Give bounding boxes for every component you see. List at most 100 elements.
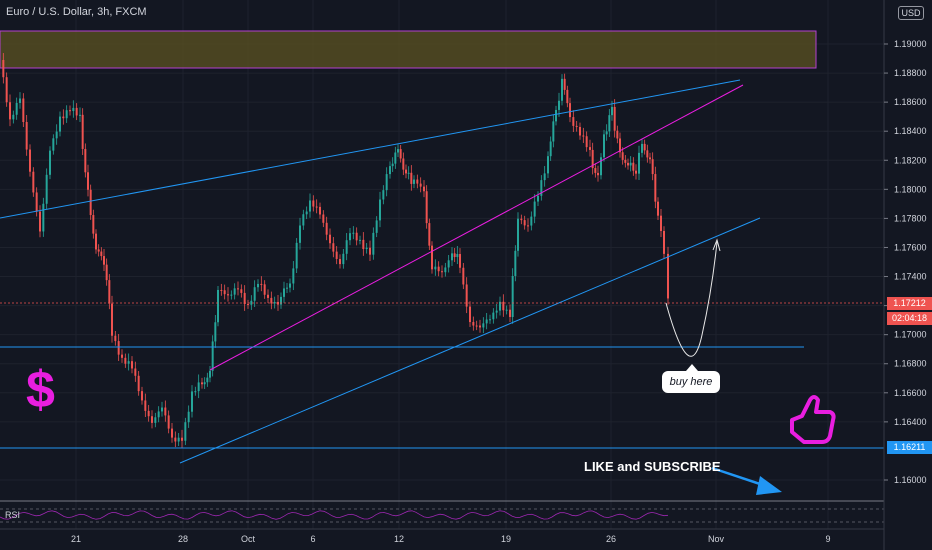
candle-body bbox=[359, 239, 361, 241]
candle-body bbox=[137, 375, 140, 392]
candle-body bbox=[423, 186, 425, 192]
candle-body bbox=[108, 280, 111, 304]
candle-body bbox=[437, 266, 440, 272]
candle-body bbox=[131, 361, 133, 369]
candle-body bbox=[552, 121, 555, 142]
candle-body bbox=[651, 159, 654, 175]
candle-body bbox=[456, 254, 459, 258]
time-tick-label: 28 bbox=[178, 534, 188, 544]
candle-body bbox=[453, 253, 456, 258]
candle-body bbox=[555, 109, 557, 122]
candle-body bbox=[399, 149, 402, 159]
price-tick-label: 1.17800 bbox=[894, 213, 927, 223]
current-price-tag: 1.17212 bbox=[887, 297, 932, 310]
candle-body bbox=[121, 354, 123, 358]
candle-body bbox=[214, 322, 217, 342]
candle-body bbox=[579, 126, 581, 136]
candle-body bbox=[511, 275, 514, 317]
candle-body bbox=[103, 256, 105, 265]
candle-body bbox=[15, 102, 18, 115]
upper-channel-line[interactable] bbox=[0, 79, 741, 219]
candle-body bbox=[342, 253, 345, 265]
price-tick-label: 1.17400 bbox=[894, 272, 927, 282]
candle-body bbox=[117, 341, 120, 355]
candle-body bbox=[154, 417, 157, 423]
candle-body bbox=[211, 341, 214, 371]
candle-body bbox=[397, 149, 399, 153]
candle-body bbox=[65, 110, 68, 119]
time-axis[interactable]: 21 28 Oct 6 12 19 26 Nov 9 bbox=[71, 534, 831, 544]
candle-body bbox=[127, 361, 130, 364]
candle-body bbox=[187, 411, 190, 423]
candle-body bbox=[543, 173, 546, 181]
candle-body bbox=[227, 294, 229, 296]
candle-body bbox=[624, 159, 627, 163]
candle-body bbox=[523, 220, 526, 226]
candle-body bbox=[561, 78, 563, 101]
candle-body bbox=[646, 150, 649, 158]
candle-body bbox=[289, 283, 291, 288]
time-tick-label: 19 bbox=[501, 534, 511, 544]
lower-channel-line[interactable] bbox=[179, 217, 761, 464]
candle-body bbox=[25, 122, 28, 150]
candle-body bbox=[217, 289, 219, 323]
candle-body bbox=[621, 152, 624, 160]
candle-body bbox=[569, 103, 571, 118]
candle-body bbox=[49, 150, 51, 175]
candle-body bbox=[635, 170, 637, 174]
candle-body bbox=[302, 214, 305, 226]
candle-body bbox=[29, 149, 31, 172]
currency-badge[interactable]: USD bbox=[898, 6, 924, 20]
candle-body bbox=[280, 296, 282, 305]
time-tick-label: 9 bbox=[825, 534, 830, 544]
time-tick-label: 26 bbox=[606, 534, 616, 544]
candle-body bbox=[295, 242, 298, 269]
candle-body bbox=[305, 211, 308, 215]
candle-body bbox=[89, 189, 92, 216]
price-tick-label: 1.16400 bbox=[894, 417, 927, 427]
rsi-label[interactable]: RSI bbox=[5, 510, 21, 520]
candle-body bbox=[55, 131, 58, 139]
candle-body bbox=[375, 220, 378, 233]
candle-body bbox=[59, 116, 61, 132]
candle-body bbox=[144, 400, 147, 411]
candle-body bbox=[549, 141, 552, 157]
candle-body bbox=[582, 135, 585, 137]
candle-body bbox=[230, 294, 233, 296]
candle-body bbox=[22, 98, 25, 123]
candle-body bbox=[5, 77, 8, 103]
chart-grid bbox=[0, 0, 884, 529]
candle-body bbox=[472, 322, 475, 326]
candle-body bbox=[322, 214, 325, 223]
candle-body bbox=[292, 268, 295, 284]
candle-body bbox=[419, 183, 422, 187]
candle-body bbox=[416, 179, 419, 184]
candle-body bbox=[495, 310, 498, 313]
candle-body bbox=[141, 391, 143, 401]
candle-body bbox=[45, 174, 48, 204]
price-tick-label: 1.19000 bbox=[894, 39, 927, 49]
candle-body bbox=[332, 243, 335, 252]
magenta-channel-line[interactable] bbox=[209, 84, 744, 371]
resistance-zone[interactable] bbox=[0, 30, 817, 69]
buy-here-callout[interactable]: buy here bbox=[662, 364, 720, 393]
candle-body bbox=[558, 100, 560, 110]
like-subscribe-text[interactable]: LIKE and SUBSCRIBE bbox=[584, 459, 721, 474]
candle-body bbox=[611, 106, 613, 116]
candle-body bbox=[9, 102, 11, 120]
candle-body bbox=[100, 251, 103, 257]
candle-body bbox=[220, 289, 223, 291]
candle-body bbox=[372, 232, 375, 255]
candle-body bbox=[32, 171, 35, 193]
candle-body bbox=[667, 253, 669, 299]
projection-curve[interactable] bbox=[665, 241, 718, 357]
symbol-title[interactable]: Euro / U.S. Dollar, 3h, FXCM bbox=[6, 6, 147, 18]
candle-body bbox=[451, 253, 453, 261]
candle-body bbox=[660, 215, 662, 231]
candle-body bbox=[362, 239, 365, 250]
price-axis[interactable]: 1.19000 1.18800 1.18600 1.18400 1.18200 1.180… bbox=[884, 39, 927, 485]
price-tick-label: 1.16000 bbox=[894, 475, 927, 485]
candle-body bbox=[270, 297, 273, 304]
